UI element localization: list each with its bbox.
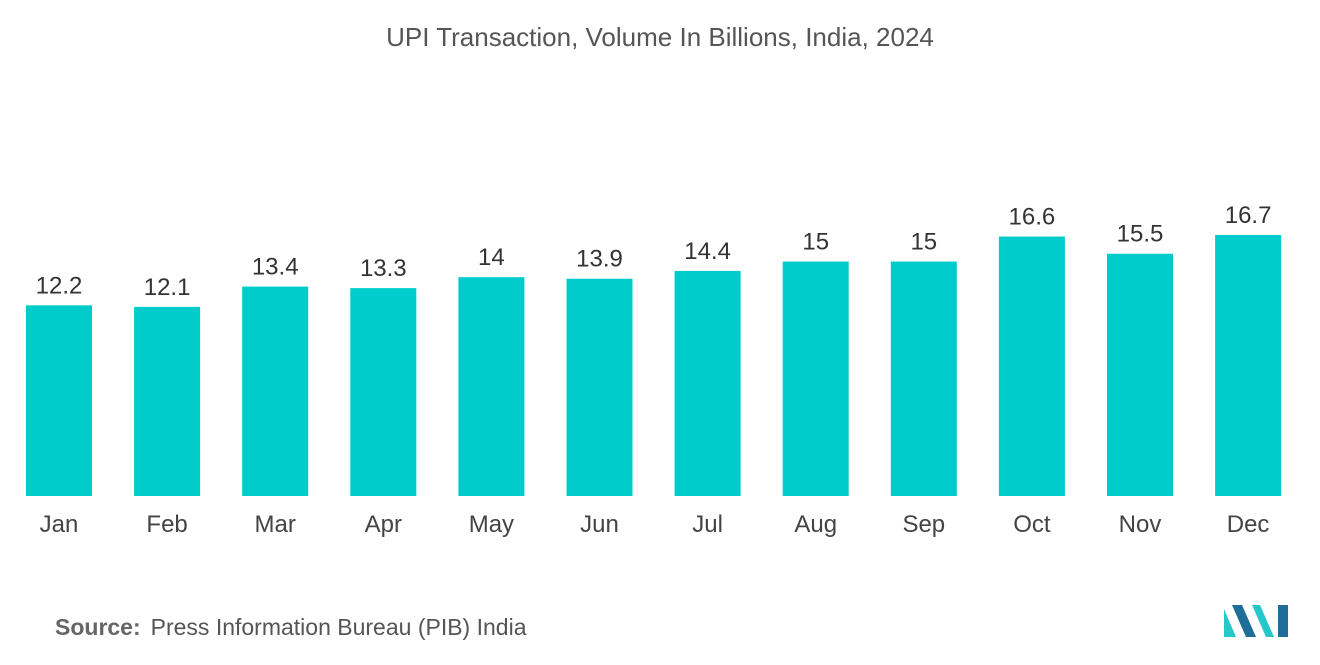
mordor-intelligence-logo-icon bbox=[1224, 605, 1288, 637]
bar-jan bbox=[26, 305, 92, 496]
value-label-jul: 14.4 bbox=[684, 238, 731, 265]
bar-apr bbox=[350, 288, 417, 496]
value-label-sep: 15 bbox=[910, 229, 937, 256]
bar-nov bbox=[1107, 253, 1173, 496]
x-tick-label-nov: Nov bbox=[1119, 511, 1162, 538]
x-tick-label-dec: Dec bbox=[1227, 511, 1270, 538]
x-tick-label-may: May bbox=[469, 511, 514, 538]
value-label-nov: 15.5 bbox=[1117, 221, 1164, 248]
value-label-feb: 12.1 bbox=[144, 274, 191, 301]
bar-aug bbox=[782, 261, 849, 496]
bar-jun bbox=[566, 278, 633, 496]
x-tick-label-aug: Aug bbox=[794, 511, 837, 538]
value-label-jan: 12.2 bbox=[36, 272, 83, 299]
value-label-apr: 13.3 bbox=[360, 255, 407, 282]
x-tick-label-sep: Sep bbox=[902, 511, 945, 538]
x-tick-label-mar: Mar bbox=[255, 511, 296, 538]
value-label-may: 14 bbox=[478, 244, 505, 271]
bar-dec bbox=[1215, 234, 1282, 496]
bar-sep bbox=[890, 261, 957, 496]
bar-chart: 12.2 Jan 12.1 Feb 13.4 Mar 13.3 Apr 14 May 13.9 Jun… bbox=[26, 202, 1282, 538]
bar-mar bbox=[242, 286, 309, 496]
x-tick-label-jul: Jul bbox=[692, 511, 723, 538]
x-tick-label-feb: Feb bbox=[146, 511, 187, 538]
chart-title: UPI Transaction, Volume In Billions, Ind… bbox=[386, 22, 934, 52]
x-tick-label-apr: Apr bbox=[365, 511, 402, 538]
source-label: Source: bbox=[55, 614, 141, 640]
bar-jul bbox=[674, 270, 741, 496]
x-tick-label-jun: Jun bbox=[580, 511, 619, 538]
x-tick-label-jan: Jan bbox=[40, 511, 79, 538]
bar-feb bbox=[134, 306, 201, 496]
value-label-aug: 15 bbox=[802, 229, 829, 256]
value-label-dec: 16.7 bbox=[1225, 202, 1272, 229]
source-note: Source: Press Information Bureau (PIB) In… bbox=[55, 614, 526, 641]
source-text: Press Information Bureau (PIB) India bbox=[150, 614, 527, 640]
bar-may bbox=[458, 277, 525, 496]
bar-oct bbox=[998, 236, 1065, 497]
value-label-mar: 13.4 bbox=[252, 254, 299, 281]
x-tick-label-oct: Oct bbox=[1013, 511, 1051, 538]
value-label-oct: 16.6 bbox=[1009, 204, 1056, 231]
value-label-jun: 13.9 bbox=[576, 246, 623, 273]
